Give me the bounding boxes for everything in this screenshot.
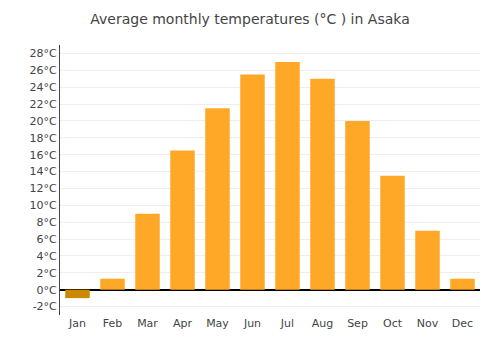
svg-text:4°C: 4°C — [37, 250, 57, 263]
svg-text:18°C: 18°C — [30, 132, 57, 145]
svg-text:-2°C: -2°C — [33, 300, 57, 313]
svg-text:Feb: Feb — [103, 317, 122, 330]
svg-text:10°C: 10°C — [30, 199, 57, 212]
svg-text:Apr: Apr — [173, 317, 193, 330]
svg-text:6°C: 6°C — [37, 233, 57, 246]
svg-text:20°C: 20°C — [30, 115, 57, 128]
svg-text:Nov: Nov — [417, 317, 439, 330]
svg-text:12°C: 12°C — [30, 182, 57, 195]
svg-text:28°C: 28°C — [30, 47, 57, 60]
svg-text:Sep: Sep — [347, 317, 368, 330]
svg-text:8°C: 8°C — [37, 216, 57, 229]
svg-text:26°C: 26°C — [30, 64, 57, 77]
svg-text:Jan: Jan — [68, 317, 86, 330]
svg-text:2°C: 2°C — [37, 267, 57, 280]
svg-text:Dec: Dec — [452, 317, 473, 330]
svg-text:Oct: Oct — [383, 317, 403, 330]
svg-text:Average monthly temperatures (: Average monthly temperatures (°C ) in As… — [90, 11, 409, 27]
svg-text:Jul: Jul — [280, 317, 294, 330]
svg-text:May: May — [206, 317, 229, 330]
svg-text:Mar: Mar — [137, 317, 158, 330]
svg-text:Aug: Aug — [312, 317, 333, 330]
svg-text:0°C: 0°C — [37, 284, 57, 297]
svg-text:22°C: 22°C — [30, 98, 57, 111]
svg-text:14°C: 14°C — [30, 165, 57, 178]
svg-text:Jun: Jun — [243, 317, 261, 330]
svg-text:16°C: 16°C — [30, 149, 57, 162]
svg-text:24°C: 24°C — [30, 81, 57, 94]
